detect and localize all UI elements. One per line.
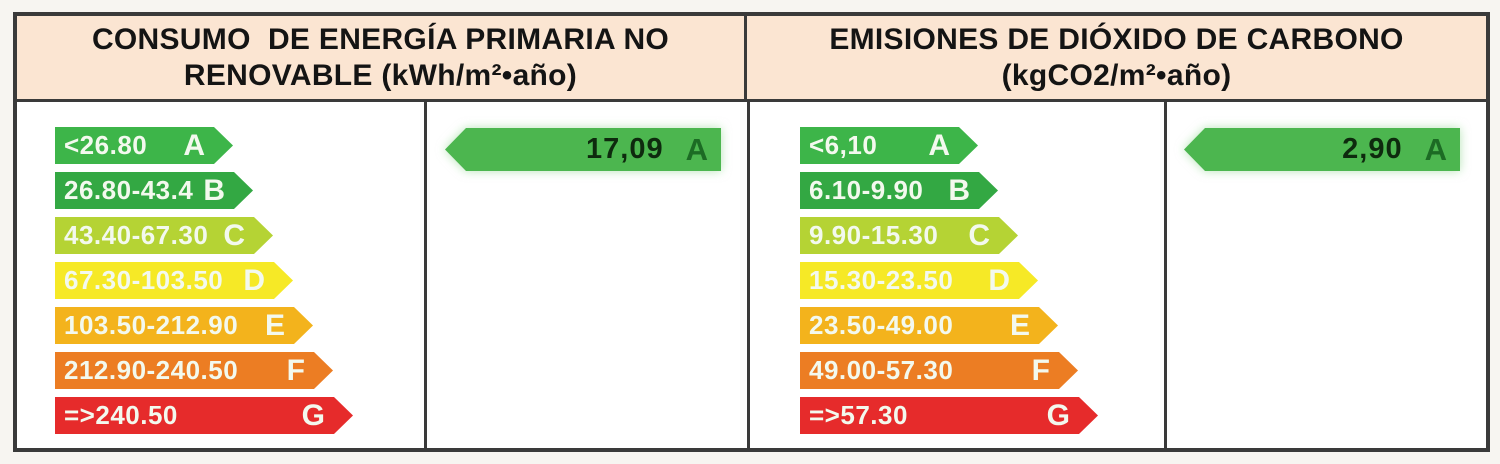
consumo-range-d: 67.30-103.50 <box>64 265 224 295</box>
emisiones-title-line1: EMISIONES DE DIÓXIDO DE CARBONO <box>829 22 1404 56</box>
consumo-value-arrow: 17,09 A <box>445 128 721 171</box>
emisiones-range-a: <6,10 <box>809 130 878 160</box>
emisiones-letter-b: B <box>948 173 970 207</box>
emisiones-rating-scale: <6,10 A 6.10-9.90 B 9.90-15.30 C 15.30-2… <box>750 102 1167 448</box>
consumo-title-line1: CONSUMO DE ENERGÍA PRIMARIA NO <box>91 22 670 56</box>
emisiones-value-arrow: 2,90 A <box>1184 128 1460 171</box>
consumo-range-b: 26.80-43.4 <box>64 175 194 205</box>
emisiones-value: 2,90 <box>1342 133 1403 165</box>
consumo-letter-f: F <box>286 353 305 387</box>
emisiones-letter-d: D <box>988 263 1010 297</box>
emisiones-range-b: 6.10-9.90 <box>809 175 924 205</box>
consumo-letter-b: B <box>203 173 225 207</box>
consumo-rating-bar-g: =>240.50 G <box>55 397 353 434</box>
emisiones-rating-bar-d: 15.30-23.50 D <box>800 262 1038 299</box>
emisiones-range-e: 23.50-49.00 <box>809 310 954 340</box>
header-consumo-energia: CONSUMO DE ENERGÍA PRIMARIA NO RENOVABLE… <box>17 16 747 99</box>
emisiones-range-f: 49.00-57.30 <box>809 355 954 385</box>
emisiones-rating-bar-a: <6,10 A <box>800 127 978 164</box>
emisiones-rating-bar-f: 49.00-57.30 F <box>800 352 1078 389</box>
consumo-rating-bar-a: <26.80 A <box>55 127 233 164</box>
consumo-value: 17,09 <box>586 133 664 165</box>
header-emisiones-co2: EMISIONES DE DIÓXIDO DE CARBONO (kgCO2/m… <box>747 16 1486 99</box>
emisiones-letter-a: A <box>928 128 950 162</box>
consumo-rating-bar-f: 212.90-240.50 F <box>55 352 333 389</box>
emisiones-range-g: =>57.30 <box>809 400 908 430</box>
consumo-range-g: =>240.50 <box>64 400 178 430</box>
emisiones-value-rating: A <box>1424 131 1447 167</box>
consumo-rating-bar-c: 43.40-67.30 C <box>55 217 273 254</box>
emisiones-rating-bar-c: 9.90-15.30 C <box>800 217 1018 254</box>
emisiones-range-d: 15.30-23.50 <box>809 265 954 295</box>
consumo-range-e: 103.50-212.90 <box>64 310 239 340</box>
consumo-letter-c: C <box>223 218 245 252</box>
emisiones-rating-bar-e: 23.50-49.00 E <box>800 307 1058 344</box>
emisiones-letter-c: C <box>968 218 990 252</box>
consumo-title-line2: RENOVABLE (kWh/m²•año) <box>183 58 578 92</box>
emisiones-letter-e: E <box>1009 308 1030 342</box>
emisiones-rating-bar-g: =>57.30 G <box>800 397 1098 434</box>
consumo-letter-g: G <box>301 398 325 432</box>
emisiones-title-line2: (kgCO2/m²•año) <box>1001 58 1232 92</box>
consumo-rating-scale: <26.80 A 26.80-43.4 B 43.40-67.30 C 67.3… <box>17 102 427 448</box>
consumo-range-c: 43.40-67.30 <box>64 220 209 250</box>
emisiones-rating-bar-b: 6.10-9.90 B <box>800 172 998 209</box>
consumo-rating-bar-d: 67.30-103.50 D <box>55 262 293 299</box>
consumo-letter-e: E <box>264 308 285 342</box>
header-row: CONSUMO DE ENERGÍA PRIMARIA NO RENOVABLE… <box>17 16 1486 102</box>
consumo-rating-bar-b: 26.80-43.4 B <box>55 172 253 209</box>
consumo-letter-a: A <box>183 128 205 162</box>
consumo-range-a: <26.80 <box>64 130 148 160</box>
energy-certificate-table: CONSUMO DE ENERGÍA PRIMARIA NO RENOVABLE… <box>13 12 1490 452</box>
consumo-range-f: 212.90-240.50 <box>64 355 239 385</box>
emisiones-letter-g: G <box>1046 398 1070 432</box>
body-row: <26.80 A 26.80-43.4 B 43.40-67.30 C 67.3… <box>17 102 1486 448</box>
emisiones-letter-f: F <box>1031 353 1050 387</box>
consumo-value-column: 17,09 A <box>427 102 750 448</box>
consumo-value-arrow-wrap: 17,09 A <box>445 128 721 171</box>
emisiones-value-arrow-wrap: 2,90 A <box>1184 128 1460 171</box>
consumo-value-rating: A <box>685 131 708 167</box>
emisiones-value-column: 2,90 A <box>1167 102 1486 448</box>
emisiones-range-c: 9.90-15.30 <box>809 220 939 250</box>
consumo-rating-bar-e: 103.50-212.90 E <box>55 307 313 344</box>
consumo-letter-d: D <box>243 263 265 297</box>
